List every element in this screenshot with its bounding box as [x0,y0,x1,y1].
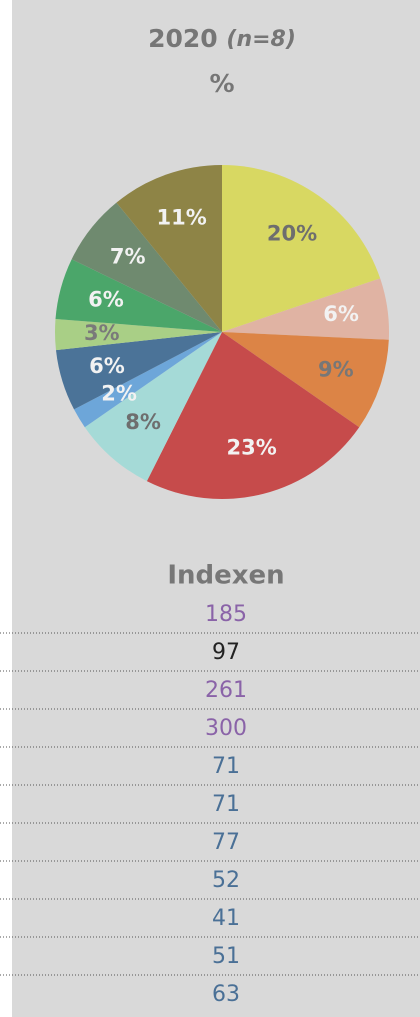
index-value: 77 [212,830,240,855]
pie-slice [55,319,222,351]
index-value: 97 [212,640,240,665]
index-header: Indexen [167,561,284,591]
slice-label: 23% [226,436,276,460]
pie-slice [222,332,389,428]
index-value: 71 [212,792,240,817]
slice-label: 3% [84,321,120,345]
pie-slice [222,165,381,332]
chart-subtitle: % [209,69,234,98]
slice-label: 9% [318,358,354,382]
slice-label: 6% [89,354,125,378]
pie-slice [84,332,223,482]
pie-slice [146,332,360,499]
slice-label: 2% [101,381,137,405]
slice-label: 6% [323,302,359,326]
index-value: 71 [212,754,240,779]
title-note: (n=8) [226,27,296,52]
index-value: 261 [205,678,247,703]
slice-label: 6% [88,288,124,312]
index-value: 51 [212,944,240,969]
slice-label: 20% [267,221,317,245]
chart-title: 2020 (n=8) [148,24,296,53]
slice-label: 11% [157,206,207,230]
title-year: 2020 [148,24,218,53]
pie-slice [116,165,222,332]
pie-slice [71,202,222,332]
slice-label: 8% [125,410,161,434]
index-value: 41 [212,906,240,931]
pie-slice [222,278,389,340]
panel [12,0,420,1017]
index-value: 300 [205,716,247,741]
pie-slice [55,259,222,332]
slice-label: 7% [110,244,146,268]
index-value: 185 [205,602,247,627]
index-value: 63 [212,982,240,1007]
index-value: 52 [212,868,240,893]
pie-slice [74,332,222,428]
pie-slice [55,332,223,410]
